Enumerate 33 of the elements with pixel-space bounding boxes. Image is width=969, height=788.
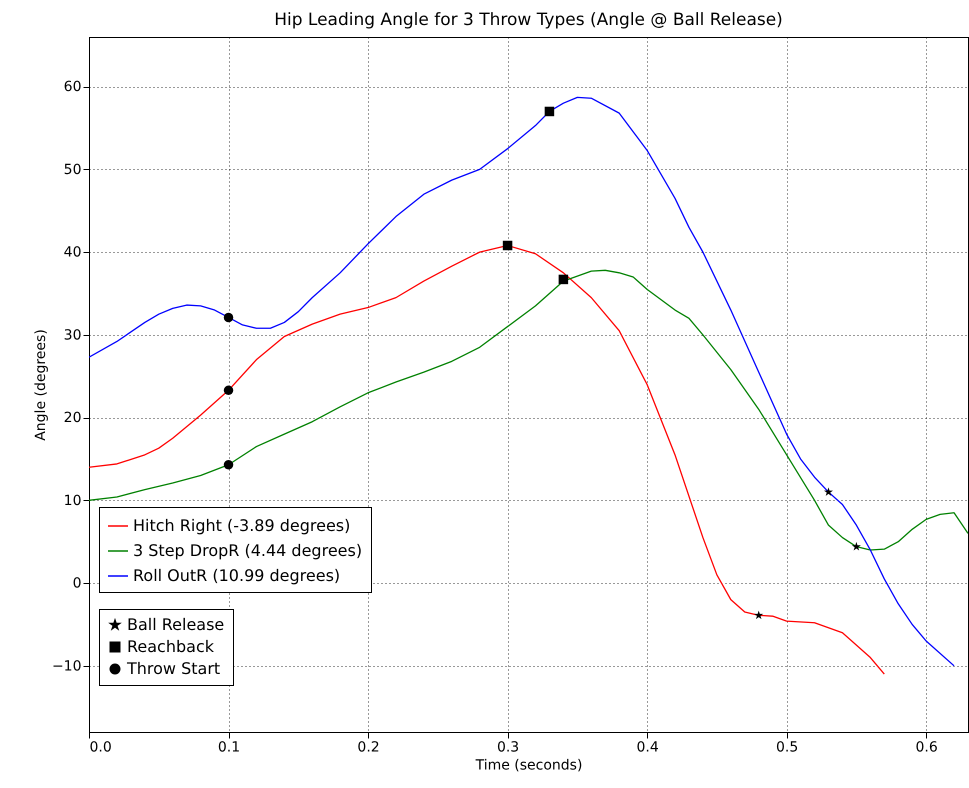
y-tick-label: 0 — [72, 576, 82, 592]
point — [852, 542, 861, 551]
x-tick-label: 0.5 — [776, 740, 798, 756]
x-axis-title: Time (seconds) — [474, 758, 582, 774]
legend-label: Hitch Right (-3.89 degrees) — [133, 516, 350, 535]
y-tick-label: −10 — [52, 658, 82, 674]
y-tick-label: 30 — [64, 327, 82, 344]
legend-label: Ball Release — [127, 615, 224, 634]
point — [824, 487, 833, 496]
x-tick-label: 0.3 — [496, 740, 520, 756]
y-tick-label: 60 — [64, 79, 82, 96]
y-tick-label: 10 — [64, 492, 82, 509]
point — [502, 240, 512, 250]
chart-title: Hip Leading Angle for 3 Throw Types (Angle @ Ball Release) — [274, 10, 783, 30]
point — [558, 274, 568, 284]
x-tick-label: 0.6 — [916, 740, 938, 756]
point — [544, 106, 554, 116]
y-tick-label: 20 — [64, 410, 82, 426]
point — [224, 312, 234, 322]
y-tick-label: 40 — [64, 244, 82, 261]
x-tick-label: 0.1 — [218, 740, 240, 756]
point — [754, 610, 764, 620]
y-tick-label: 50 — [64, 162, 82, 178]
point — [224, 386, 234, 396]
legend-label: Roll OutR (10.99 degrees) — [133, 566, 340, 585]
y-axis-title: Angle (degrees) — [32, 329, 49, 441]
legend-label: Throw Start — [126, 659, 220, 678]
x-tick-label: 0.4 — [636, 740, 659, 756]
legend-label: Reachback — [127, 637, 215, 656]
x-tick-label: 0.2 — [357, 740, 380, 756]
point — [224, 460, 234, 470]
x-tick-label: 0.0 — [90, 740, 112, 756]
legend-label: 3 Step DropR (4.44 degrees) — [133, 541, 362, 560]
